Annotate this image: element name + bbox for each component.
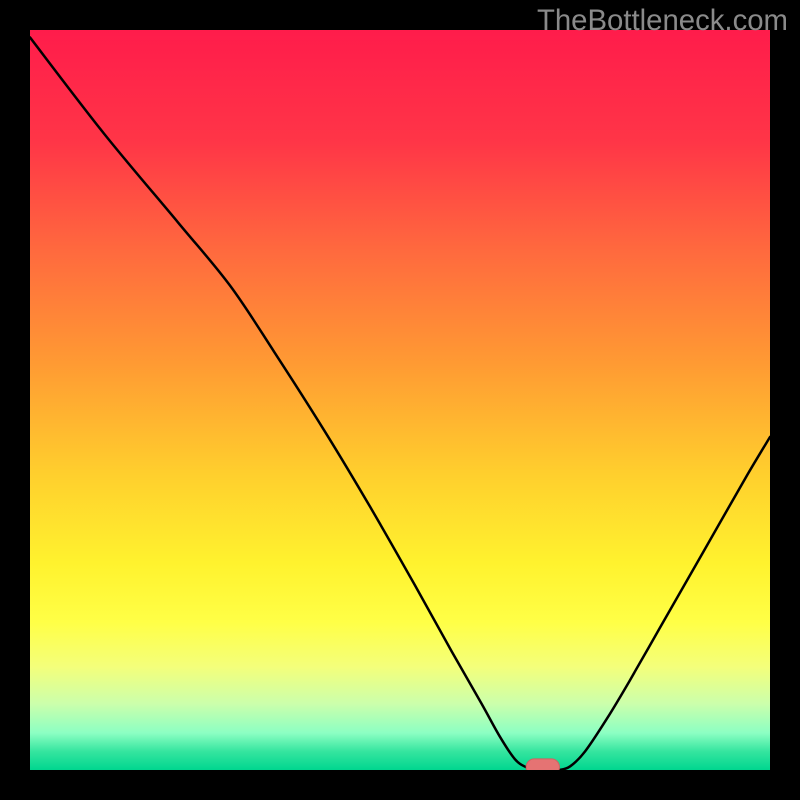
watermark-text: TheBottleneck.com (537, 4, 788, 38)
optimal-marker (30, 30, 770, 770)
marker-pill (526, 759, 559, 770)
chart-frame: TheBottleneck.com (0, 0, 800, 800)
plot-area (30, 30, 770, 770)
